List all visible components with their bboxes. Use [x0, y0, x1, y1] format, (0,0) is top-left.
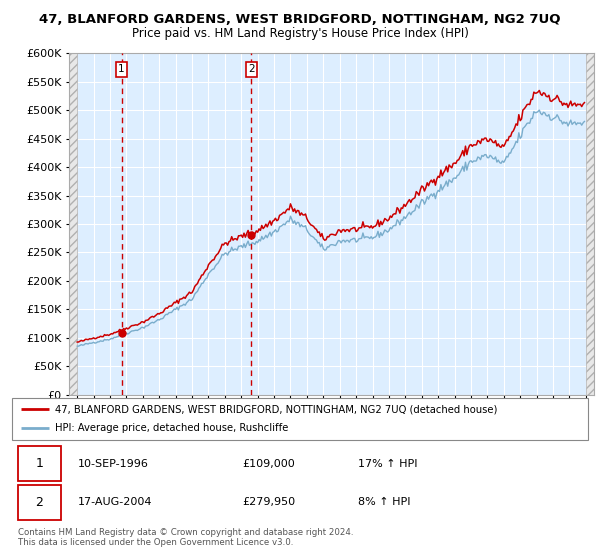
Text: £109,000: £109,000 — [242, 459, 295, 469]
Text: 17% ↑ HPI: 17% ↑ HPI — [358, 459, 417, 469]
FancyBboxPatch shape — [18, 484, 61, 520]
Text: Contains HM Land Registry data © Crown copyright and database right 2024.
This d: Contains HM Land Registry data © Crown c… — [18, 528, 353, 547]
Text: 47, BLANFORD GARDENS, WEST BRIDGFORD, NOTTINGHAM, NG2 7UQ: 47, BLANFORD GARDENS, WEST BRIDGFORD, NO… — [39, 13, 561, 26]
Text: Price paid vs. HM Land Registry's House Price Index (HPI): Price paid vs. HM Land Registry's House … — [131, 27, 469, 40]
Bar — [586, 53, 594, 395]
Text: £279,950: £279,950 — [242, 497, 296, 507]
Bar — [69, 53, 77, 395]
Text: 1: 1 — [118, 64, 125, 74]
FancyBboxPatch shape — [18, 446, 61, 482]
Text: 2: 2 — [248, 64, 255, 74]
FancyBboxPatch shape — [12, 398, 588, 440]
Text: 8% ↑ HPI: 8% ↑ HPI — [358, 497, 410, 507]
Text: 10-SEP-1996: 10-SEP-1996 — [78, 459, 149, 469]
Text: 17-AUG-2004: 17-AUG-2004 — [78, 497, 153, 507]
Text: 2: 2 — [35, 496, 43, 509]
Text: HPI: Average price, detached house, Rushcliffe: HPI: Average price, detached house, Rush… — [55, 423, 289, 433]
Text: 47, BLANFORD GARDENS, WEST BRIDGFORD, NOTTINGHAM, NG2 7UQ (detached house): 47, BLANFORD GARDENS, WEST BRIDGFORD, NO… — [55, 404, 497, 414]
Text: 1: 1 — [35, 457, 43, 470]
